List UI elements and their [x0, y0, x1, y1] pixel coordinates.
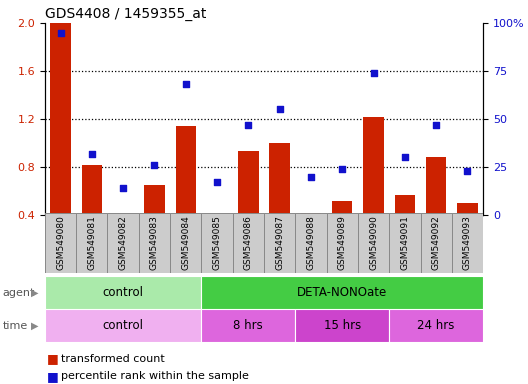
- Bar: [113, 214, 133, 215]
- FancyBboxPatch shape: [201, 309, 295, 342]
- Bar: [457, 203, 478, 215]
- Point: [276, 106, 284, 113]
- FancyBboxPatch shape: [452, 213, 483, 273]
- Bar: [332, 200, 352, 215]
- Point: [370, 70, 378, 76]
- Text: ■: ■: [47, 353, 59, 366]
- Text: transformed count: transformed count: [61, 354, 164, 364]
- FancyBboxPatch shape: [108, 213, 139, 273]
- FancyBboxPatch shape: [295, 213, 327, 273]
- FancyBboxPatch shape: [295, 309, 389, 342]
- FancyBboxPatch shape: [233, 213, 264, 273]
- Bar: [144, 185, 165, 215]
- Text: GSM549082: GSM549082: [119, 215, 128, 270]
- Text: GSM549088: GSM549088: [306, 215, 315, 270]
- Text: GSM549085: GSM549085: [213, 215, 222, 270]
- FancyBboxPatch shape: [201, 276, 483, 309]
- Text: GSM549087: GSM549087: [275, 215, 284, 270]
- Bar: [82, 165, 102, 215]
- Bar: [395, 195, 415, 215]
- Text: GSM549090: GSM549090: [369, 215, 378, 270]
- Bar: [176, 126, 196, 215]
- FancyBboxPatch shape: [358, 213, 389, 273]
- Point: [432, 122, 440, 128]
- Text: GSM549092: GSM549092: [432, 215, 441, 270]
- Text: ▶: ▶: [31, 288, 38, 298]
- FancyBboxPatch shape: [170, 213, 201, 273]
- Point: [88, 151, 96, 157]
- Text: time: time: [3, 321, 28, 331]
- FancyBboxPatch shape: [327, 213, 358, 273]
- Point: [244, 122, 252, 128]
- Point: [338, 166, 346, 172]
- Text: 8 hrs: 8 hrs: [233, 319, 263, 332]
- Text: control: control: [102, 319, 144, 332]
- Point: [150, 162, 158, 168]
- Bar: [269, 143, 290, 215]
- Bar: [426, 157, 446, 215]
- Bar: [301, 213, 321, 215]
- FancyBboxPatch shape: [389, 213, 420, 273]
- FancyBboxPatch shape: [45, 276, 201, 309]
- Point: [119, 185, 127, 191]
- Point: [56, 30, 65, 36]
- FancyBboxPatch shape: [45, 309, 201, 342]
- Bar: [50, 23, 71, 215]
- Text: 24 hrs: 24 hrs: [418, 319, 455, 332]
- Bar: [363, 117, 384, 215]
- Point: [182, 81, 190, 88]
- FancyBboxPatch shape: [264, 213, 295, 273]
- Point: [463, 168, 472, 174]
- FancyBboxPatch shape: [420, 213, 452, 273]
- Point: [307, 174, 315, 180]
- Text: GSM549086: GSM549086: [244, 215, 253, 270]
- Text: control: control: [102, 286, 144, 299]
- Point: [401, 154, 409, 161]
- Text: 15 hrs: 15 hrs: [324, 319, 361, 332]
- Text: percentile rank within the sample: percentile rank within the sample: [61, 371, 249, 381]
- Text: GSM549080: GSM549080: [56, 215, 65, 270]
- Text: DETA-NONOate: DETA-NONOate: [297, 286, 388, 299]
- Point: [213, 179, 221, 185]
- FancyBboxPatch shape: [389, 309, 483, 342]
- Text: ■: ■: [47, 370, 59, 383]
- Text: GSM549089: GSM549089: [338, 215, 347, 270]
- FancyBboxPatch shape: [201, 213, 233, 273]
- FancyBboxPatch shape: [76, 213, 108, 273]
- Text: GDS4408 / 1459355_at: GDS4408 / 1459355_at: [45, 7, 206, 21]
- Text: GSM549093: GSM549093: [463, 215, 472, 270]
- FancyBboxPatch shape: [45, 213, 76, 273]
- FancyBboxPatch shape: [139, 213, 170, 273]
- Text: agent: agent: [3, 288, 35, 298]
- Bar: [238, 151, 259, 215]
- Text: ▶: ▶: [31, 321, 38, 331]
- Text: GSM549091: GSM549091: [400, 215, 409, 270]
- Text: GSM549083: GSM549083: [150, 215, 159, 270]
- Text: GSM549081: GSM549081: [87, 215, 96, 270]
- Bar: [207, 214, 227, 215]
- Text: GSM549084: GSM549084: [181, 215, 190, 270]
